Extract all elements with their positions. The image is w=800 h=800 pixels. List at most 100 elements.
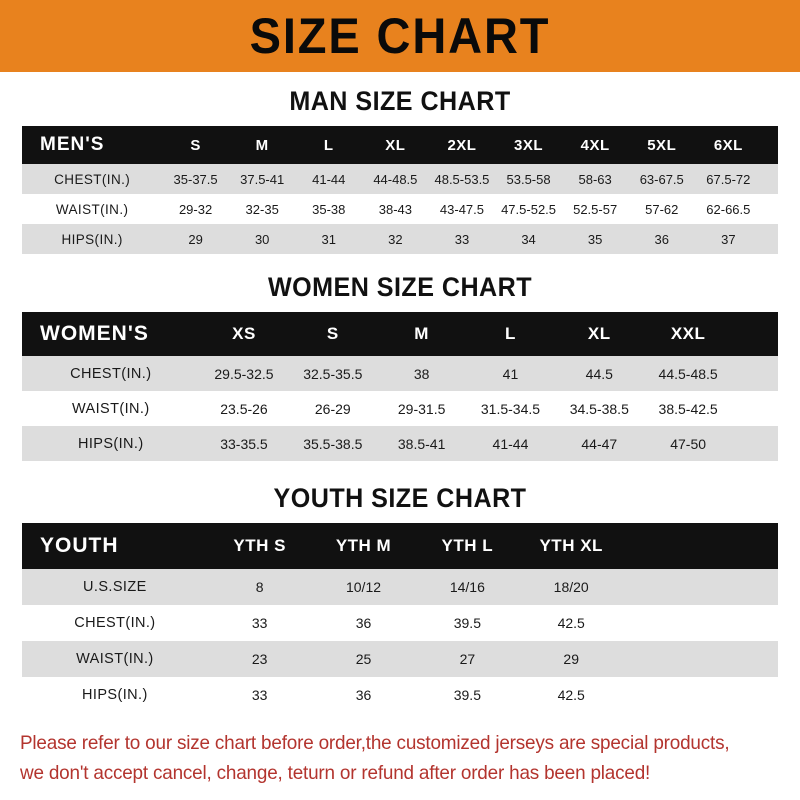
measurement-cell: 8	[207, 569, 312, 605]
size-column-header: XXL	[643, 312, 733, 356]
size-column-header: L	[466, 312, 555, 356]
row-label: WAIST(IN.)	[22, 641, 208, 677]
measurement-cell: 25	[311, 641, 416, 677]
disclaimer-line-2: we don't accept cancel, change, teturn o…	[20, 761, 651, 784]
size-column-header: S	[162, 126, 229, 164]
measurement-cell: 41	[466, 356, 555, 391]
row-label: U.S.SIZE	[22, 569, 208, 605]
table-row: CHEST(IN.) 35-37.5 37.5-41 41-44 44-48.5 48.5…	[22, 164, 778, 194]
measurement-cell: 38.5-42.5	[643, 391, 733, 426]
measurement-cell: 33	[207, 605, 312, 641]
measurement-cell: 29	[162, 224, 229, 254]
row-spacer-cell	[732, 426, 778, 461]
size-column-header: S	[288, 312, 378, 356]
measurement-cell: 62-66.5	[695, 194, 762, 224]
measurement-cell: 42.5	[519, 677, 624, 713]
row-spacer-cell	[761, 164, 778, 194]
women-size-table: WOMEN'S XS S M L XL XXL CHEST(IN.) 29.5-32.5 32.5…	[22, 312, 778, 461]
measurement-cell: 35-37.5	[162, 164, 229, 194]
disclaimer: Please refer to our size chart before or…	[20, 729, 757, 788]
section-title-youth: YOUTH SIZE CHART	[273, 483, 527, 513]
measurement-cell: 31	[295, 224, 363, 254]
page-banner: SIZE CHART	[0, 0, 800, 72]
size-column-header: XL	[362, 126, 429, 164]
row-spacer-cell	[623, 641, 778, 677]
row-label: HIPS(IN.)	[22, 677, 208, 713]
size-column-header: M	[228, 126, 296, 164]
measurement-cell: 53.5-58	[495, 164, 562, 194]
measurement-cell: 10/12	[311, 569, 416, 605]
measurement-cell: 44-47	[554, 426, 644, 461]
measurement-cell: 32-35	[228, 194, 296, 224]
youth-size-table-wrap: YOUTH YTH S YTH M YTH L YTH XL U.S.SIZE 8 10/12…	[22, 523, 778, 713]
row-spacer-cell	[732, 391, 778, 426]
size-column-header: YTH S	[207, 523, 312, 569]
table-row: WAIST(IN.) 23 25 27 29	[22, 641, 778, 677]
measurement-cell: 32	[362, 224, 429, 254]
section-title-women: WOMEN SIZE CHART	[267, 272, 533, 302]
measurement-cell: 42.5	[519, 605, 624, 641]
table-header-row: MEN'S S M L XL 2XL 3XL 4XL 5XL 6XL	[22, 126, 778, 164]
size-column-header: XL	[554, 312, 644, 356]
table-corner-label: WOMEN'S	[22, 312, 200, 356]
disclaimer-line-1: Please refer to our size chart before or…	[20, 732, 730, 754]
measurement-cell: 58-63	[561, 164, 629, 194]
measurement-cell: 31.5-34.5	[466, 391, 555, 426]
women-size-table-wrap: WOMEN'S XS S M L XL XXL CHEST(IN.) 29.5-32.5 32.5…	[22, 312, 778, 461]
table-row: HIPS(IN.) 33 36 39.5 42.5	[22, 677, 778, 713]
measurement-cell: 41-44	[295, 164, 363, 194]
size-column-header: 4XL	[561, 126, 629, 164]
measurement-cell: 38.5-41	[377, 426, 467, 461]
measurement-cell: 37.5-41	[228, 164, 296, 194]
row-spacer-cell	[761, 194, 778, 224]
row-spacer-cell	[623, 605, 778, 641]
women-table-body: WOMEN'S XS S M L XL XXL CHEST(IN.) 29.5-32.5 32.5…	[22, 312, 778, 461]
measurement-cell: 35.5-38.5	[288, 426, 378, 461]
row-spacer-cell	[623, 677, 778, 713]
measurement-cell: 34	[495, 224, 562, 254]
measurement-cell: 29.5-32.5	[199, 356, 289, 391]
table-header-row: WOMEN'S XS S M L XL XXL	[22, 312, 778, 356]
measurement-cell: 32.5-35.5	[288, 356, 378, 391]
row-spacer-cell	[761, 224, 778, 254]
youth-size-table: YOUTH YTH S YTH M YTH L YTH XL U.S.SIZE 8 10/12…	[22, 523, 778, 713]
row-label: CHEST(IN.)	[22, 605, 208, 641]
measurement-cell: 29-31.5	[377, 391, 467, 426]
row-label: HIPS(IN.)	[22, 426, 200, 461]
youth-table-body: YOUTH YTH S YTH M YTH L YTH XL U.S.SIZE 8 10/12…	[22, 523, 778, 713]
measurement-cell: 35-38	[295, 194, 363, 224]
size-column-header: YTH XL	[519, 523, 624, 569]
row-label: WAIST(IN.)	[22, 194, 163, 224]
measurement-cell: 33	[428, 224, 496, 254]
table-row: U.S.SIZE 8 10/12 14/16 18/20	[22, 569, 778, 605]
measurement-cell: 43-47.5	[428, 194, 496, 224]
measurement-cell: 29-32	[162, 194, 229, 224]
measurement-cell: 44-48.5	[362, 164, 429, 194]
row-label: WAIST(IN.)	[22, 391, 200, 426]
measurement-cell: 14/16	[415, 569, 520, 605]
measurement-cell: 36	[311, 605, 416, 641]
measurement-cell: 27	[415, 641, 520, 677]
man-size-table-wrap: MEN'S S M L XL 2XL 3XL 4XL 5XL 6XL CHEST(IN.) 35-37…	[22, 126, 778, 254]
page-title: SIZE CHART	[249, 8, 551, 64]
table-row: HIPS(IN.) 33-35.5 35.5-38.5 38.5-41 41-44 44-…	[22, 426, 778, 461]
row-label: CHEST(IN.)	[22, 164, 163, 194]
measurement-cell: 44.5	[554, 356, 644, 391]
measurement-cell: 38	[377, 356, 467, 391]
table-corner-label: YOUTH	[22, 523, 208, 569]
measurement-cell: 67.5-72	[695, 164, 762, 194]
table-row: CHEST(IN.) 29.5-32.5 32.5-35.5 38 41 44.5 44.5…	[22, 356, 778, 391]
measurement-cell: 36	[628, 224, 696, 254]
measurement-cell: 30	[228, 224, 296, 254]
table-row: CHEST(IN.) 33 36 39.5 42.5	[22, 605, 778, 641]
size-column-header: L	[295, 126, 363, 164]
measurement-cell: 33-35.5	[199, 426, 289, 461]
man-table-body: MEN'S S M L XL 2XL 3XL 4XL 5XL 6XL CHEST(IN.) 35-37…	[22, 126, 778, 254]
measurement-cell: 34.5-38.5	[554, 391, 644, 426]
measurement-cell: 47-50	[643, 426, 733, 461]
table-row: WAIST(IN.) 29-32 32-35 35-38 38-43 43-47.5 47.…	[22, 194, 778, 224]
size-column-header: 5XL	[628, 126, 696, 164]
measurement-cell: 33	[207, 677, 312, 713]
row-spacer-cell	[732, 356, 778, 391]
